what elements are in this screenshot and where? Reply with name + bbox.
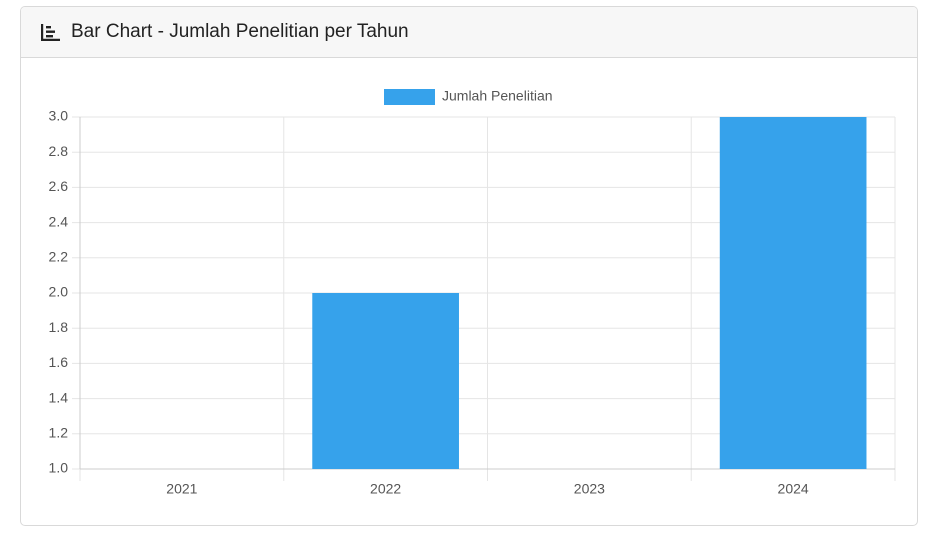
- y-tick-label: 2.6: [49, 178, 69, 194]
- x-tick-label: 2021: [166, 481, 197, 497]
- y-tick-label: 1.0: [49, 460, 69, 476]
- card: Bar Chart - Jumlah Penelitian per Tahun: [20, 6, 918, 526]
- y-tick-label: 2.0: [49, 284, 69, 300]
- y-tick-label: 2.8: [49, 143, 69, 159]
- y-tick-label: 3.0: [49, 108, 69, 124]
- chart-icon: [41, 24, 60, 41]
- x-tick-label: 2022: [370, 481, 401, 497]
- legend-swatch: [384, 89, 435, 105]
- bar: [719, 117, 867, 469]
- y-tick-label: 1.8: [49, 319, 69, 335]
- x-tick-label: 2024: [778, 481, 809, 497]
- y-tick-label: 2.4: [49, 213, 69, 229]
- y-tick-label: 1.4: [49, 389, 69, 405]
- legend-label: Jumlah Penelitian: [442, 88, 553, 104]
- y-tick-label: 1.6: [49, 354, 69, 370]
- chart-title: Bar Chart - Jumlah Penelitian per Tahun: [71, 21, 409, 42]
- card-header: Bar Chart - Jumlah Penelitian per Tahun: [21, 7, 917, 58]
- bar: [312, 293, 459, 469]
- y-tick-label: 1.2: [49, 425, 69, 441]
- y-tick-label: 2.2: [49, 249, 69, 265]
- x-tick-label: 2023: [574, 481, 605, 497]
